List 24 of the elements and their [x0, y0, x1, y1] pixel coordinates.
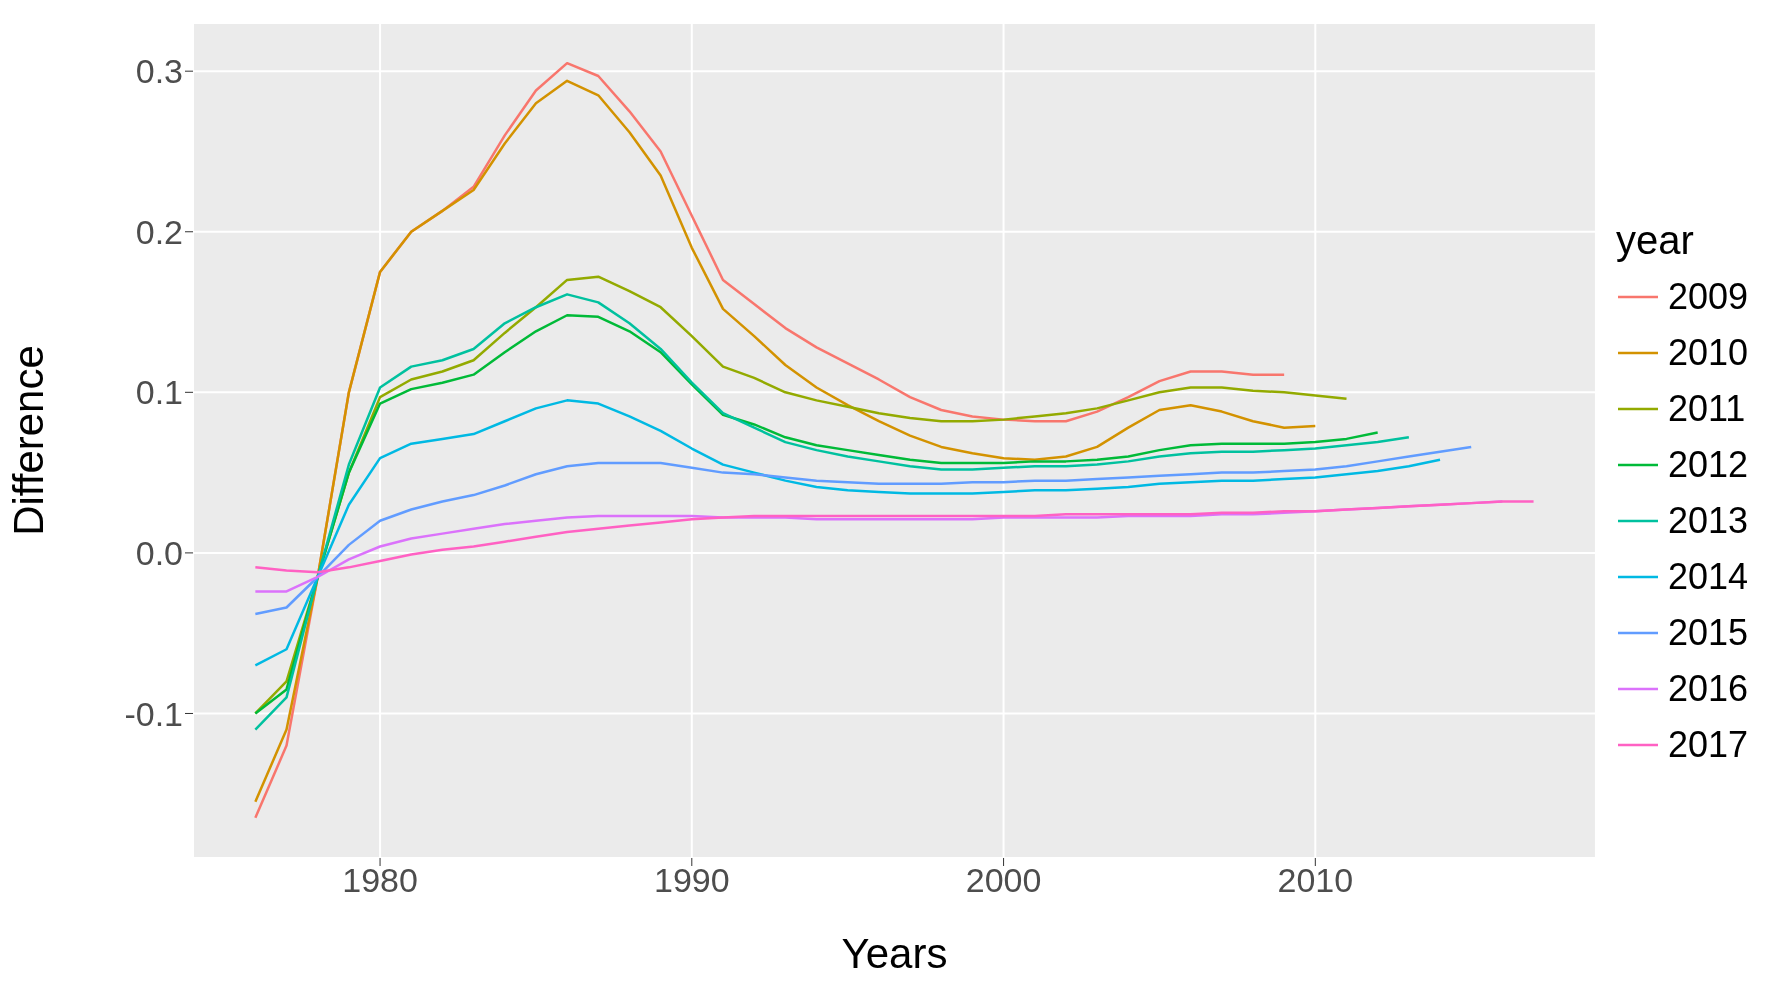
legend-label: 2014 — [1667, 556, 1748, 598]
y-axis-title: Difference — [4, 345, 52, 536]
legend-label: 2009 — [1667, 276, 1748, 318]
legend-label: 2017 — [1667, 724, 1748, 766]
legend-label: 2013 — [1667, 500, 1748, 542]
y-tick-label: 0.3 — [135, 52, 183, 91]
legend-label: 2015 — [1667, 612, 1748, 654]
y-tick-label: 0.2 — [135, 212, 183, 251]
y-tick-label: 0.0 — [135, 533, 183, 572]
line-series — [254, 500, 1535, 574]
legend-label: 2010 — [1667, 332, 1748, 374]
x-tick-label: 2000 — [965, 861, 1042, 900]
legend-label: 2011 — [1667, 388, 1746, 430]
x-tick-label: 2010 — [1277, 861, 1354, 900]
x-tick-label: 1990 — [653, 861, 730, 900]
legend-label: 2012 — [1667, 444, 1748, 486]
x-axis-title: Years — [841, 930, 948, 977]
line-series — [254, 399, 1442, 667]
legend-label: 2016 — [1667, 668, 1748, 710]
x-tick-label: 1980 — [342, 861, 418, 900]
line-series — [254, 445, 1473, 616]
y-tick-label: -0.1 — [124, 694, 183, 733]
y-tick-label: 0.1 — [135, 373, 183, 412]
legend-title: year — [1615, 218, 1695, 263]
